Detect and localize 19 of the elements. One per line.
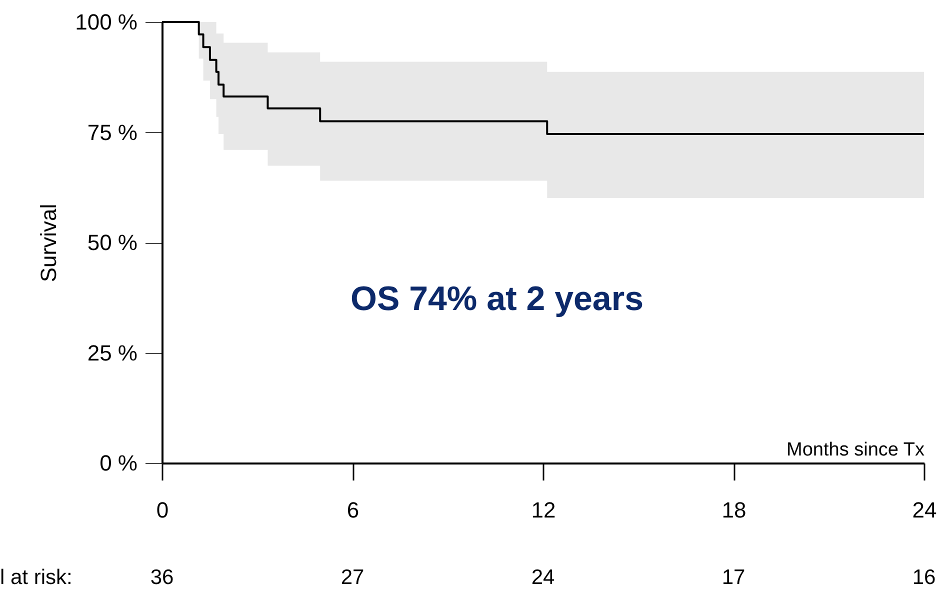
y-tick-label: 25 % [87, 340, 138, 366]
text: l at risk: [0, 566, 72, 589]
x-tick-label: 12 [531, 498, 556, 522]
x-axis-title: Months since Tx [786, 440, 925, 460]
x-tick-label: 6 [346, 498, 360, 522]
y-tick-label: 75 % [87, 120, 138, 145]
y-tick-label: 0 % [100, 450, 138, 476]
annotation: OS 74% at 2 years [350, 280, 644, 318]
text: 24 [531, 566, 555, 589]
y-axis-title: Survival [36, 204, 62, 282]
text: 17 [722, 566, 746, 589]
x-tick-label: 18 [722, 498, 746, 522]
text: 16 [912, 566, 936, 589]
y-tick-label: 100 % [75, 10, 138, 34]
text: 36 [150, 566, 174, 589]
y-tick-label: 50 % [87, 230, 138, 255]
x-tick-label: 24 [912, 498, 937, 522]
x-tick-label: 0 [156, 498, 169, 522]
text: 27 [340, 566, 364, 589]
